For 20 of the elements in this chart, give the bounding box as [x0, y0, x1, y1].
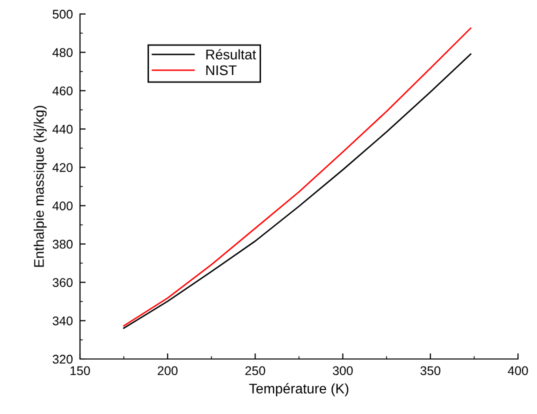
y-tick-label: 420: [52, 163, 73, 172]
y-tick-label: 340: [52, 316, 73, 326]
y-tick-label: 460: [52, 86, 73, 96]
x-tick-label: 200: [158, 366, 178, 376]
y-tick-label: 480: [52, 48, 73, 57]
x-tick-label: 400: [508, 366, 528, 376]
x-tick-label: 150: [70, 366, 90, 376]
y-axis-title: Enthalpie massique (kj/kg): [34, 106, 47, 267]
y-tick-label: 500: [52, 10, 73, 19]
x-tick-label: 300: [332, 366, 353, 376]
x-tick-label: 250: [245, 366, 266, 376]
y-tick-label: 360: [52, 278, 73, 287]
legend-label: Résultat: [206, 49, 256, 60]
y-tick-label: 440: [52, 124, 73, 134]
x-tick-label: 350: [420, 366, 440, 376]
y-tick-label: 380: [52, 240, 73, 249]
legend-label: NIST: [206, 65, 237, 76]
x-axis-title: Température (K): [249, 383, 348, 396]
y-tick-label: 400: [52, 201, 73, 210]
y-tick-label: 320: [52, 354, 73, 364]
